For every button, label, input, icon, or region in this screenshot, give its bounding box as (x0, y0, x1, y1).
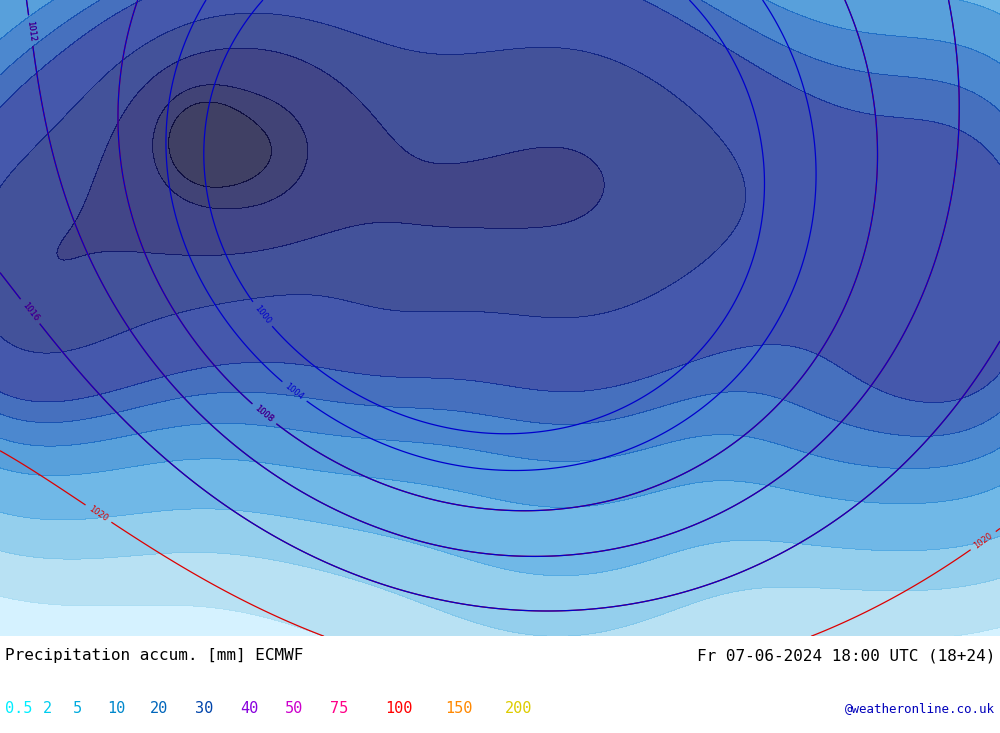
Text: Fr 07-06-2024 18:00 UTC (18+24): Fr 07-06-2024 18:00 UTC (18+24) (697, 648, 995, 663)
Text: 20: 20 (150, 701, 168, 716)
Text: @weatheronline.co.uk: @weatheronline.co.uk (845, 702, 995, 715)
Text: 40: 40 (240, 701, 258, 716)
Text: 2: 2 (43, 701, 52, 716)
Text: 200: 200 (505, 701, 532, 716)
Text: 75: 75 (330, 701, 348, 716)
Text: 1012: 1012 (25, 20, 37, 42)
Text: 50: 50 (285, 701, 303, 716)
Text: 1016: 1016 (20, 301, 40, 323)
Text: 1012: 1012 (25, 20, 37, 42)
Text: 1016: 1016 (20, 301, 40, 323)
Text: 10: 10 (107, 701, 125, 716)
Text: Precipitation accum. [mm] ECMWF: Precipitation accum. [mm] ECMWF (5, 648, 303, 663)
Text: 1020: 1020 (87, 504, 110, 523)
Text: 30: 30 (195, 701, 213, 716)
Text: 150: 150 (445, 701, 472, 716)
Text: 5: 5 (73, 701, 82, 716)
Text: 1008: 1008 (253, 404, 275, 424)
Text: 1000: 1000 (252, 303, 272, 325)
Text: 1004: 1004 (283, 382, 305, 402)
Text: 1008: 1008 (253, 404, 275, 424)
Text: 0.5: 0.5 (5, 701, 32, 716)
Text: 1020: 1020 (972, 531, 994, 550)
Text: 100: 100 (385, 701, 412, 716)
